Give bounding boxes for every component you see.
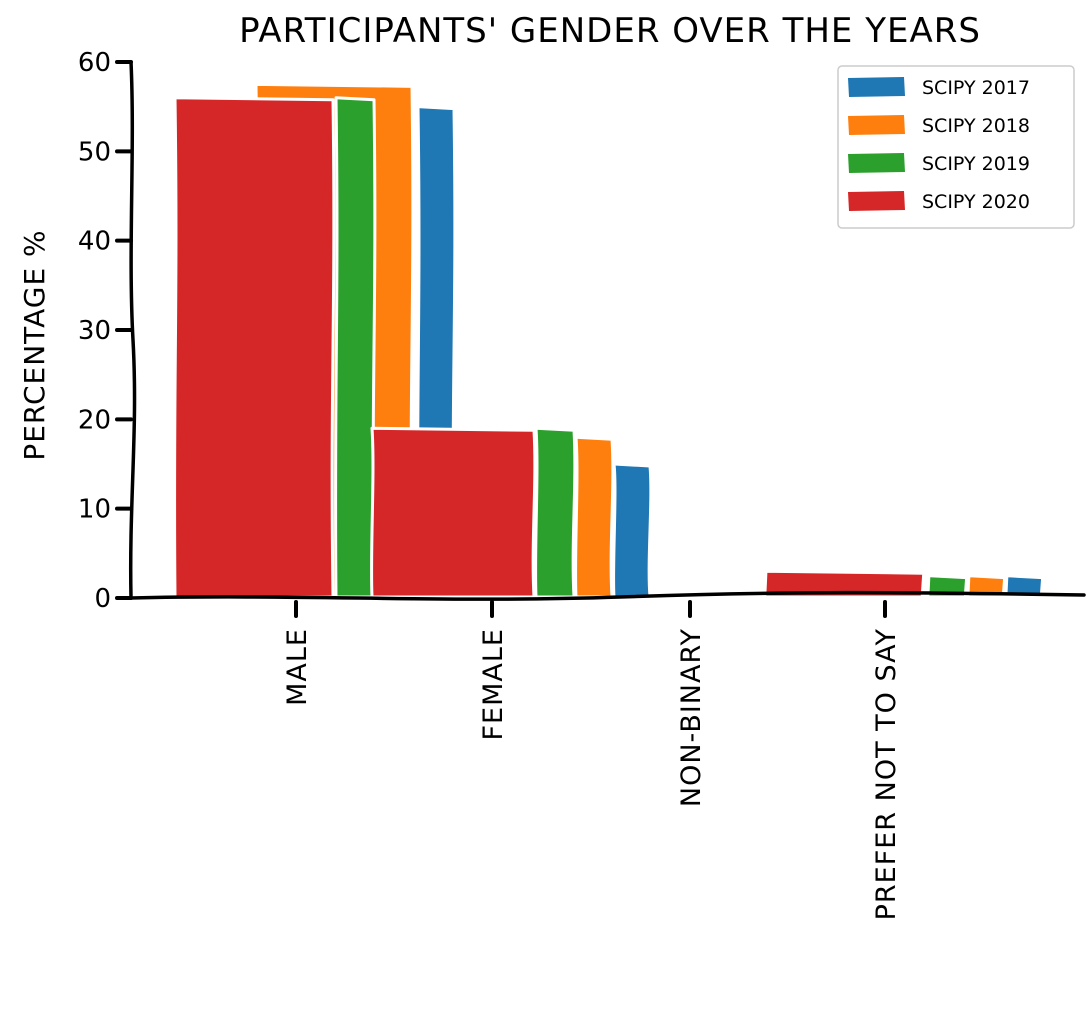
- y-tick-label: 60: [78, 48, 111, 78]
- bar: [926, 567, 969, 606]
- legend-label: SCIPY 2018: [922, 115, 1030, 137]
- legend-items: SCIPY 2017 SCIPY 2018 SCIPY 2019 SCIPY 2020: [848, 77, 1030, 213]
- legend-swatch: [848, 77, 905, 97]
- y-axis-label: PERCENTAGE %: [18, 229, 51, 460]
- x-tick-label: PREFER NOT TO SAY: [871, 628, 902, 920]
- y-tick-label: 20: [78, 405, 111, 435]
- chart-title: PARTICIPANTS' GENDER OVER THE YEARS: [239, 11, 981, 51]
- bar: [1004, 567, 1045, 606]
- legend-swatch: [848, 115, 905, 135]
- y-axis-line: [128, 60, 137, 600]
- legend-label: SCIPY 2017: [922, 77, 1030, 99]
- legend: SCIPY 2017 SCIPY 2018 SCIPY 2019 SCIPY 2020: [837, 65, 1075, 229]
- legend-swatch: [848, 153, 905, 173]
- y-tick-label: 0: [94, 584, 111, 614]
- bar: [763, 564, 926, 605]
- ticks-layer: 0 10 20 30 40 50 60 MALE FEMALE NON-BINARY PREFER …: [78, 48, 902, 920]
- bar: [173, 96, 336, 599]
- bar: [574, 435, 615, 599]
- bar: [334, 96, 377, 599]
- bar: [612, 462, 653, 599]
- bar: [370, 426, 537, 599]
- legend-label: SCIPY 2020: [922, 191, 1030, 213]
- y-tick-label: 50: [78, 137, 111, 167]
- legend-label: SCIPY 2019: [922, 153, 1030, 175]
- x-tick-label: MALE: [282, 628, 313, 706]
- x-tick-label: NON-BINARY: [676, 628, 707, 807]
- y-tick-label: 30: [78, 316, 111, 346]
- bar: [966, 567, 1007, 606]
- y-tick-label: 40: [78, 227, 111, 257]
- axes-layer: [128, 60, 1086, 601]
- legend-swatch: [848, 191, 905, 211]
- legend-frame: [837, 65, 1075, 229]
- bar: [534, 426, 577, 599]
- y-tick-label: 10: [78, 495, 111, 525]
- x-axis-line: [129, 590, 1086, 601]
- x-tick-label: FEMALE: [478, 628, 509, 740]
